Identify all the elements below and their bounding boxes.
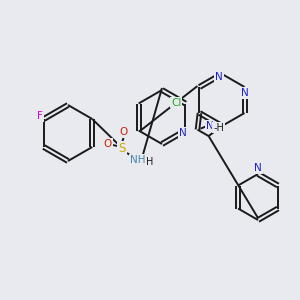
Text: O: O: [104, 139, 112, 149]
Text: N: N: [215, 72, 223, 82]
Text: -H: -H: [213, 123, 224, 133]
Text: O: O: [120, 127, 128, 137]
Text: NH: NH: [130, 155, 146, 165]
Text: Cl: Cl: [171, 98, 182, 107]
Text: N: N: [254, 163, 262, 173]
Text: F: F: [37, 111, 43, 121]
Text: N: N: [241, 88, 248, 98]
Text: H: H: [146, 157, 154, 167]
Text: N: N: [206, 121, 213, 130]
Text: N: N: [178, 128, 186, 137]
Text: S: S: [118, 142, 126, 154]
